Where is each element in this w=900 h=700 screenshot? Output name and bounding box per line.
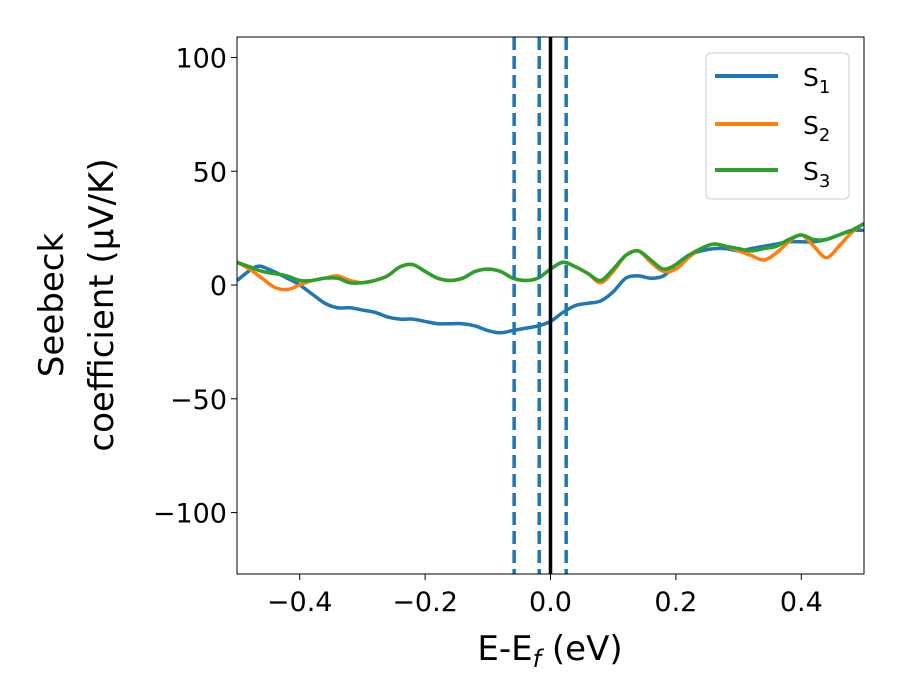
legend-label-s2: S2 — [803, 111, 830, 146]
y-axis: −100 −50 0 50 100 — [153, 43, 237, 530]
legend-s2-name: S — [803, 111, 819, 140]
y-axis-label: Seebeck coefficient (μV/K) — [32, 158, 122, 451]
y-tick-label: 0 — [210, 271, 227, 302]
legend-s3-sub: 3 — [819, 171, 830, 192]
y-tick-label: −100 — [153, 499, 227, 530]
y-tick-label: −50 — [170, 385, 227, 416]
x-tick-label: 0.2 — [654, 587, 697, 618]
series-line-s1 — [237, 228, 864, 335]
legend-s2-sub: 2 — [819, 125, 830, 146]
x-tick-label: 0.4 — [780, 587, 823, 618]
y-axis-label-line1: Seebeck — [32, 233, 72, 378]
plot-area — [237, 37, 864, 574]
x-tick-label: 0.0 — [529, 587, 572, 618]
legend-s3-name: S — [803, 157, 819, 186]
legend-label-s3: S3 — [803, 157, 830, 192]
x-axis-label-unit: (eV) — [541, 629, 623, 669]
y-tick-label: 100 — [175, 43, 227, 74]
legend-s1-name: S — [803, 63, 819, 92]
x-tick-label: −0.4 — [267, 587, 333, 618]
y-axis-label-line2: coefficient (μV/K) — [82, 158, 122, 451]
x-axis-label-main: E-E — [477, 629, 532, 669]
legend: S1 S2 S3 — [705, 52, 850, 200]
y-tick-label: 50 — [193, 157, 227, 188]
x-axis: −0.4 −0.2 0.0 0.2 0.4 — [267, 574, 823, 618]
x-tick-label: −0.2 — [392, 587, 458, 618]
x-axis-label: E-Ef (eV) — [477, 629, 622, 673]
legend-s1-sub: 1 — [819, 77, 830, 98]
legend-label-s1: S1 — [803, 63, 830, 98]
